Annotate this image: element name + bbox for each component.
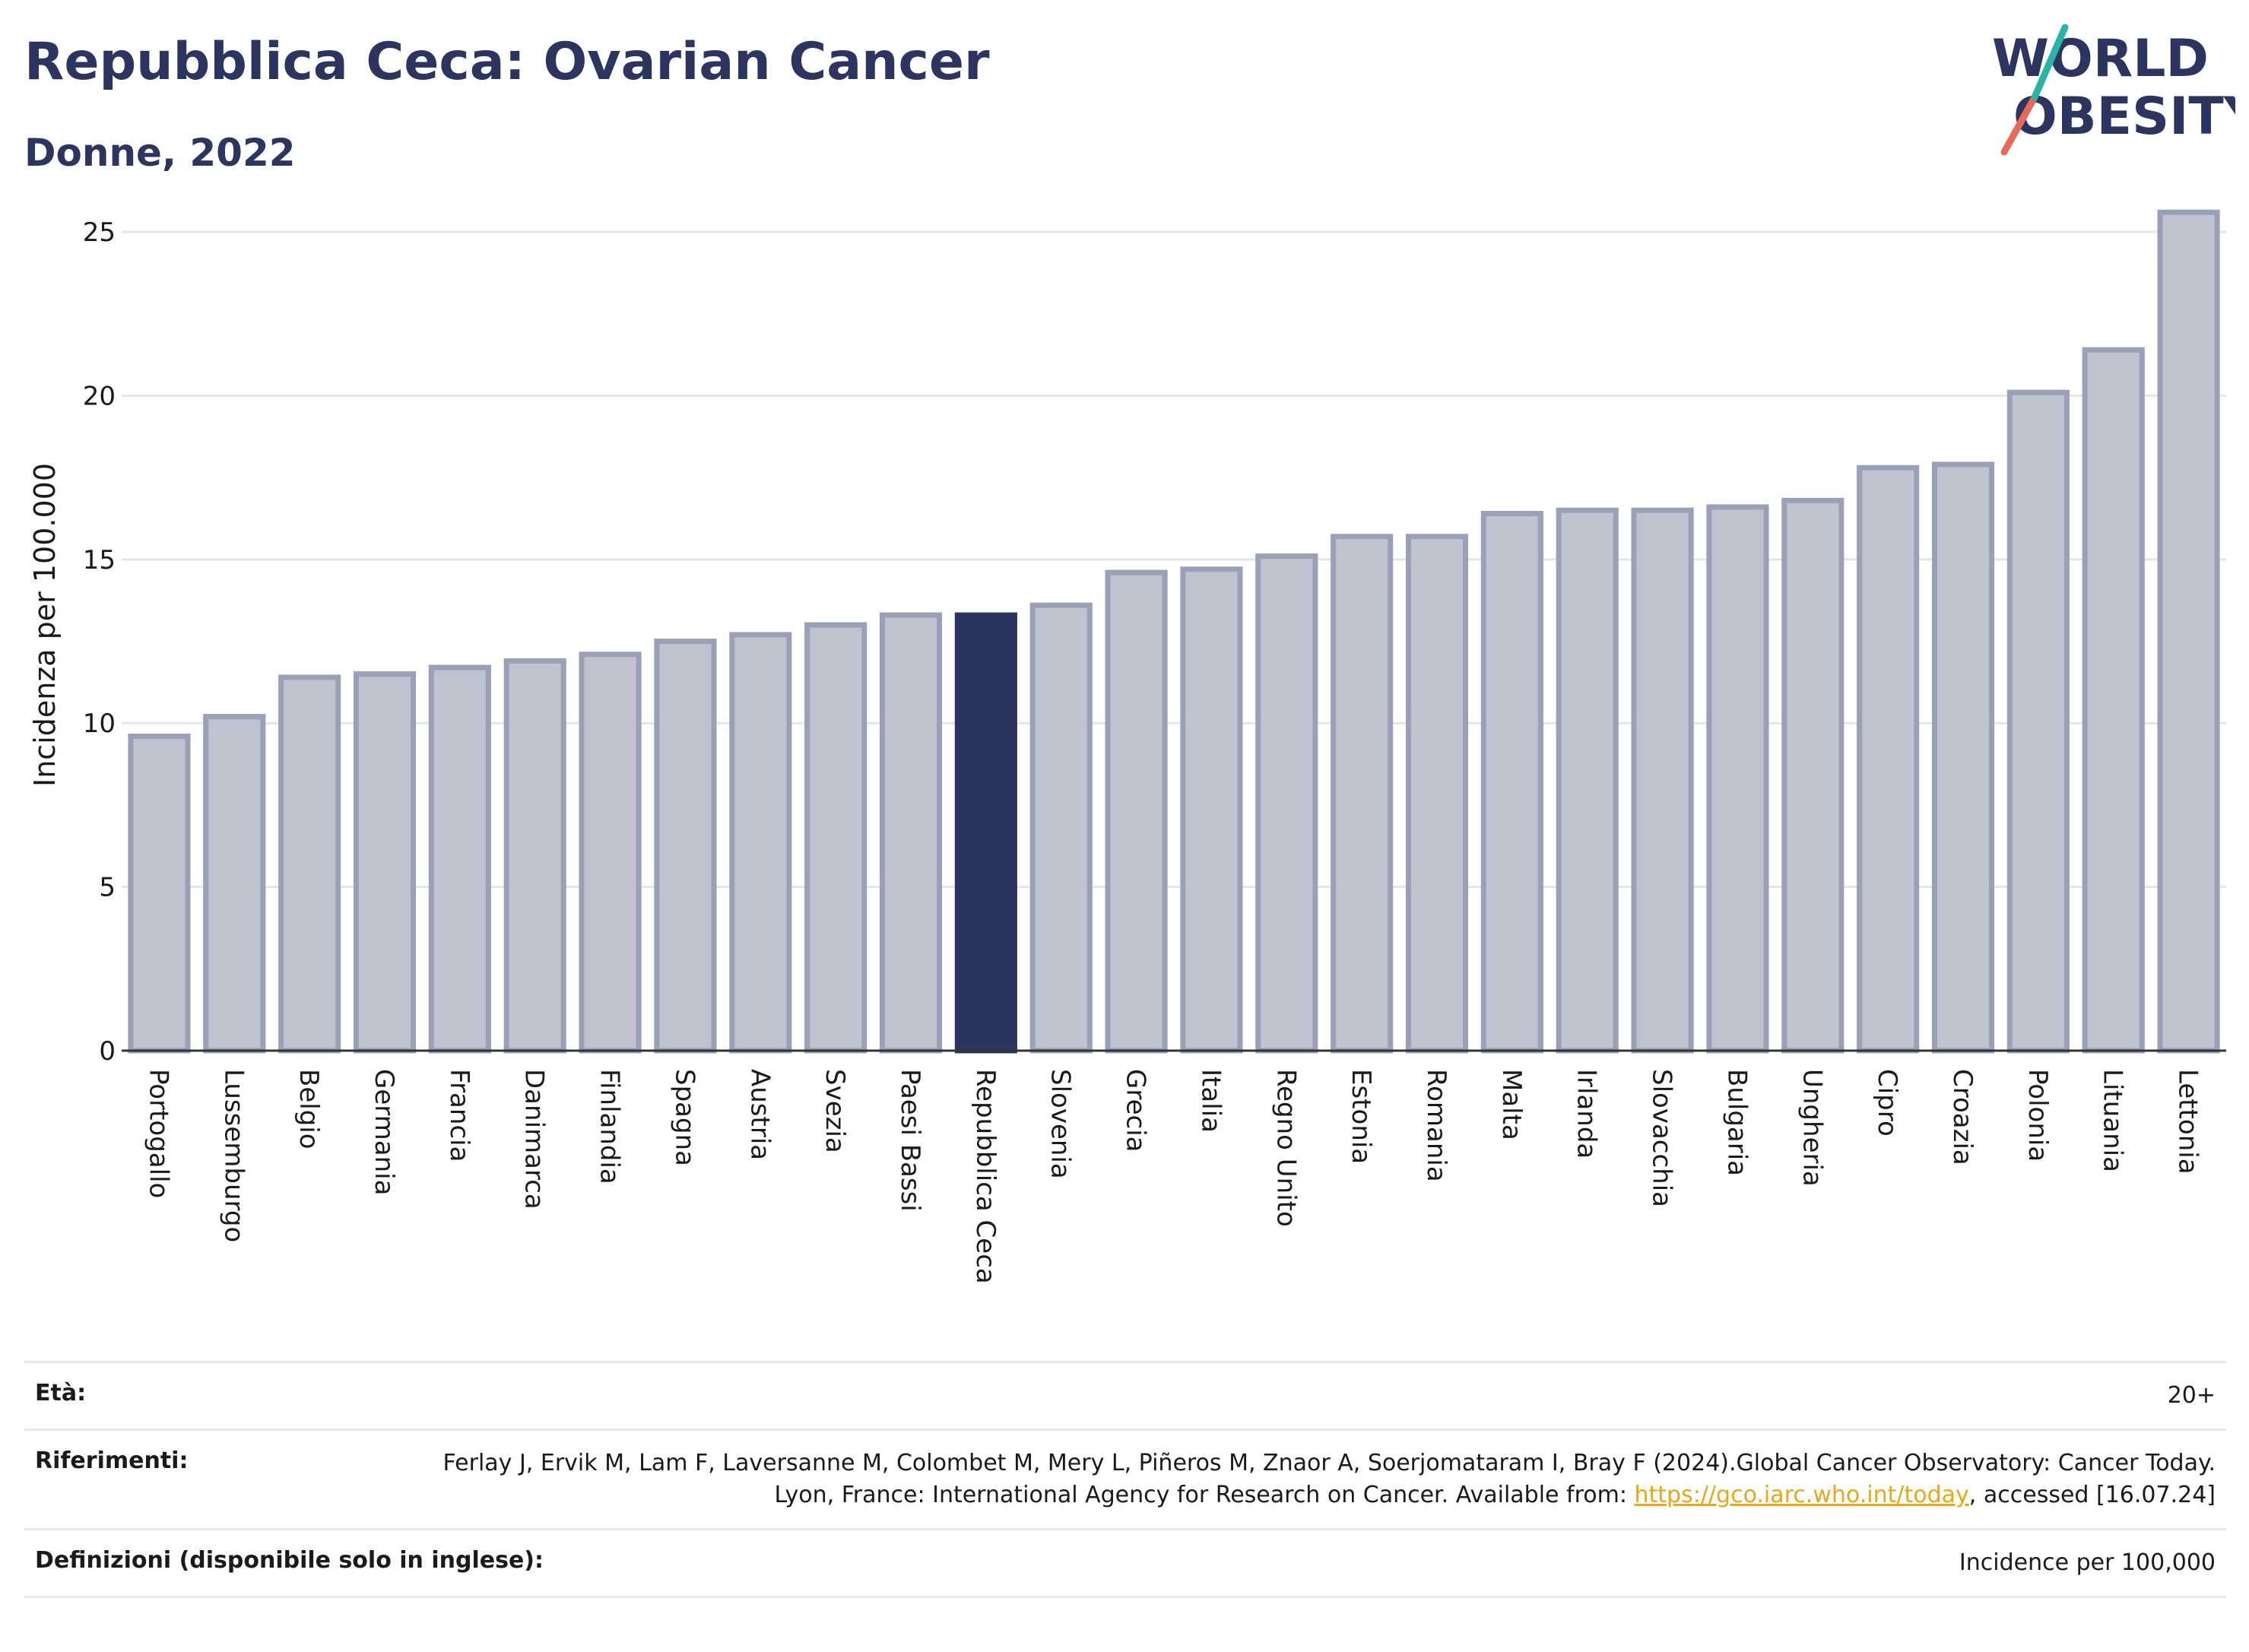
bar	[1706, 504, 1769, 1054]
age-value: 20+	[2167, 1382, 2216, 1409]
x-tick-label: Irlanda	[1572, 1069, 1602, 1159]
bar	[503, 658, 566, 1054]
y-tick-label: 5	[99, 873, 116, 903]
bar	[1857, 465, 1920, 1054]
x-tick-label: Romania	[1421, 1069, 1451, 1182]
bar	[1480, 511, 1543, 1054]
bar-chart: 0 5 10 15 20 25 Portogallo Lussemburgo Belgio Ge…	[28, 209, 2226, 1284]
references-text-part1: Ferlay J, Ervik M, Lam F, Laversanne M, …	[443, 1450, 2216, 1508]
bar	[1556, 507, 1619, 1054]
x-tick-label: Lituania	[2098, 1069, 2128, 1172]
world-obesity-logo: WORLD OBESITY	[1992, 24, 2235, 156]
y-tick-label: 0	[99, 1036, 116, 1067]
y-axis-label: Incidenza per 100.000	[28, 463, 62, 787]
bar	[2006, 389, 2070, 1054]
definitions-label: Definizioni (disponibile solo in inglese…	[35, 1547, 544, 1574]
bar	[353, 671, 417, 1054]
footer-row-definitions: Definizioni (disponibile solo in inglese…	[24, 1528, 2226, 1598]
bar	[1105, 569, 1168, 1054]
bar	[278, 674, 341, 1054]
bar	[1405, 534, 1469, 1054]
bar	[579, 652, 642, 1054]
bar	[1781, 497, 1845, 1054]
bar	[1029, 602, 1093, 1054]
bar	[1331, 534, 1394, 1054]
age-label: Età:	[35, 1380, 87, 1406]
y-tick-label: 10	[83, 709, 116, 739]
x-tick-label: Danimarca	[519, 1069, 550, 1210]
x-tick-label: Italia	[1195, 1069, 1226, 1133]
page-subtitle: Donne, 2022	[24, 131, 296, 175]
definitions-value: Incidence per 100,000	[1959, 1549, 2216, 1576]
x-tick-label: Malta	[1496, 1069, 1527, 1140]
x-tick-label: Polonia	[2022, 1069, 2053, 1162]
x-tick-label: Croazia	[1947, 1069, 1978, 1165]
x-tick-label: Slovenia	[1045, 1069, 1076, 1179]
x-tick-label: Austria	[744, 1069, 775, 1160]
x-tick-label: Spagna	[669, 1069, 699, 1166]
footer-row-age: Età: 20+	[24, 1361, 2226, 1428]
x-tick-label: Lettonia	[2173, 1069, 2203, 1175]
page-title: Repubblica Ceca: Ovarian Cancer	[24, 32, 990, 92]
references-label: Riferimenti:	[35, 1447, 189, 1474]
bar	[1631, 507, 1694, 1054]
x-tick-label: Cipro	[1872, 1069, 1902, 1137]
logo-line1: WORLD	[1992, 29, 2209, 89]
y-tick-label: 20	[83, 381, 116, 411]
x-tick-label: Belgio	[293, 1069, 324, 1149]
bar	[729, 632, 792, 1054]
x-tick-label: Slovacchia	[1647, 1069, 1677, 1207]
bar	[1931, 461, 1995, 1054]
x-tick-label: Ungheria	[1797, 1069, 1827, 1187]
x-tick-label: Lussemburgo	[218, 1069, 249, 1242]
bar	[2157, 209, 2220, 1054]
x-tick-label: Paesi Bassi	[895, 1069, 925, 1212]
bar	[1255, 553, 1318, 1054]
x-tick-label: Germania	[369, 1069, 399, 1195]
bar	[879, 612, 943, 1054]
x-tick-label: Regno Unito	[1270, 1069, 1301, 1227]
bar	[203, 714, 266, 1054]
references-text: Ferlay J, Ervik M, Lam F, Laversanne M, …	[391, 1447, 2216, 1511]
x-tick-label: Finlandia	[595, 1069, 625, 1184]
y-tick-label: 15	[83, 545, 116, 576]
references-text-part2: , accessed [16.07.24]	[1968, 1482, 2216, 1508]
bar	[804, 622, 868, 1054]
bar	[1180, 566, 1243, 1054]
x-tick-label: Bulgaria	[1721, 1069, 1752, 1176]
y-tick-label: 25	[83, 217, 116, 248]
references-link[interactable]: https://gco.iarc.who.int/today	[1634, 1482, 1969, 1508]
footer-table: Età: 20+ Riferimenti: Ferlay J, Ervik M,…	[24, 1361, 2226, 1598]
x-tick-label: Portogallo	[143, 1069, 173, 1198]
bar	[654, 639, 717, 1054]
x-tick-label: Francia	[444, 1069, 474, 1162]
x-tick-label: Grecia	[1121, 1069, 1151, 1152]
bar	[2082, 347, 2145, 1054]
x-tick-label: Svezia	[820, 1069, 850, 1153]
x-tick-label: Estonia	[1346, 1069, 1376, 1164]
bar	[954, 612, 1017, 1054]
bar	[128, 733, 191, 1054]
logo-line2: OBESITY	[2013, 87, 2235, 147]
footer-row-references: Riferimenti: Ferlay J, Ervik M, Lam F, L…	[24, 1428, 2226, 1528]
bar	[428, 664, 491, 1054]
x-tick-label: Repubblica Ceca	[970, 1069, 1001, 1284]
